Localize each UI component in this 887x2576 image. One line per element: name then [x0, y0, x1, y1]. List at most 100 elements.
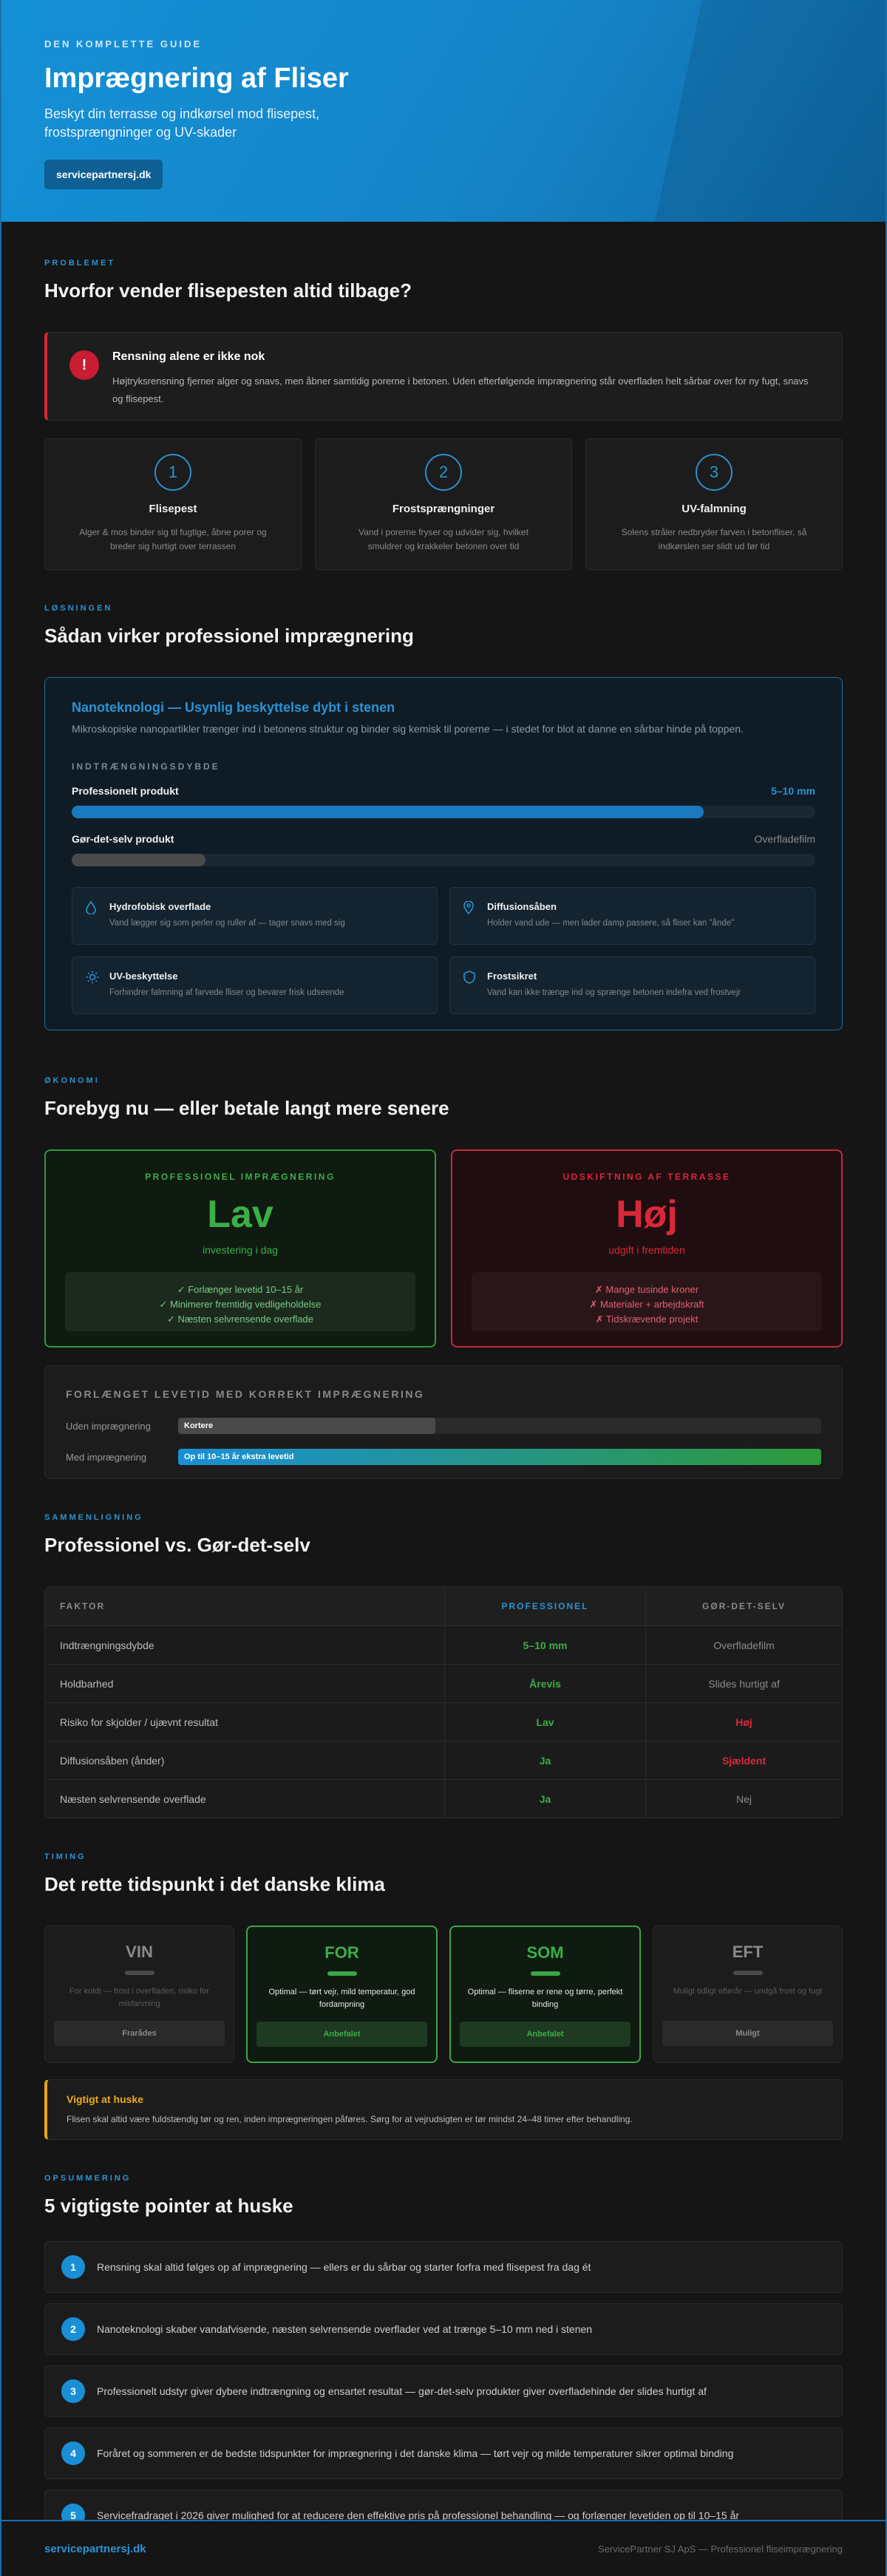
nanotech-title: Nanoteknologi — Usynlig beskyttelse dybt… — [72, 700, 395, 715]
feature-grid: Hydrofobisk overflade Vand lægger sig som… — [72, 887, 815, 1014]
nanotech-box: Nanoteknologi — Usynlig beskyttelse dybt… — [44, 677, 843, 1030]
cell-factor: Indtrængningsdybde — [45, 1626, 445, 1664]
header-professional: PROFESSIONEL — [445, 1587, 646, 1625]
table-row: Risiko for skjolder / ujævnt resultat La… — [45, 1702, 842, 1741]
season-indicator — [124, 1971, 154, 1975]
footer-copyright: ServicePartner SJ ApS — Professionel fli… — [598, 2543, 843, 2555]
card-desc: Vand i porerne fryser og udvider sig, hv… — [358, 527, 529, 551]
table-row: Indtrængningsdybde 5–10 mm Overfladefilm — [45, 1625, 842, 1664]
nanotech-subtitle: Mikroskopiske nanopartikler trænger ind … — [72, 723, 744, 735]
season-desc: Muligt tidligt efterår — undgå frost og … — [673, 1987, 823, 1996]
footer: servicepartnersj.dk ServicePartner SJ Ap… — [1, 2520, 886, 2576]
economy-section: ØKONOMI Forebyg nu — eller betale langt … — [1, 1076, 886, 1479]
feature-card: Diffusionsåben Holder vand ude — men lade… — [449, 887, 815, 945]
table-row: Næsten selvrensende overflade Ja Nej — [45, 1779, 842, 1818]
problem-card: 2 Frostsprængninger Vand i porerne fryse… — [315, 438, 572, 570]
number-badge: 1 — [154, 454, 191, 491]
summary-section: OPSUMMERING 5 vigtigste pointer at huske… — [1, 2174, 886, 2541]
card-desc: Solens stråler nedbryder farven i betonf… — [621, 527, 807, 551]
timing-eyebrow: TIMING — [44, 1852, 86, 1861]
lifetime-bar: Kortere — [178, 1418, 435, 1434]
cell-pro: 5–10 mm — [445, 1626, 646, 1664]
list-item: 2 Nanoteknologi skaber vandafvisende, næ… — [44, 2303, 843, 2355]
list-item: 3 Professionelt udstyr giver dybere indt… — [44, 2365, 843, 2417]
cell-factor: Holdbarhed — [45, 1665, 445, 1702]
point-text: Professionelt udstyr giver dybere indtræ… — [97, 2385, 707, 2397]
lifetime-title: FORLÆNGET LEVETID MED KORREKT IMPRÆGNERI… — [66, 1388, 425, 1400]
cell-factor: Risiko for skjolder / ujævnt resultat — [45, 1703, 445, 1741]
economy-title: Forebyg nu — eller betale langt mere sen… — [44, 1097, 449, 1119]
cell-diy: Nej — [735, 1792, 752, 1805]
tip-text: Flisen skal altid være fuldstændig tør o… — [67, 2114, 633, 2124]
lifetime-box: FORLÆNGET LEVETID MED KORREKT IMPRÆGNERI… — [44, 1365, 843, 1479]
cost-caption: udgift i fremtiden — [608, 1244, 685, 1256]
season-indicator — [733, 1971, 763, 1975]
cell-pro: Lav — [445, 1703, 646, 1741]
list-item: 1 Rensning skal altid følges op af impræ… — [44, 2241, 843, 2293]
feature-desc: Forhindrer falmning af farvede fliser og… — [109, 988, 344, 997]
cost-level: Høj — [616, 1193, 678, 1236]
feature-card: UV-beskyttelse Forhindrer falmning af far… — [72, 956, 438, 1014]
bar-track — [72, 806, 815, 818]
list-item: ✗ Materialer + arbejdskraft — [589, 1299, 704, 1310]
depth-bar-diy: Gør-det-selv produkt Overfladefilm — [72, 833, 815, 866]
season-tag: Anbefalet — [256, 2022, 427, 2047]
drop-icon — [86, 900, 99, 944]
comparison-table: FAKTOR PROFESSIONEL GØR-DET-SELV Indtræn… — [44, 1586, 843, 1818]
season-card-summer: SOM Optimal — fliserne er rene og tørre,… — [449, 1926, 641, 2063]
alert-text: Højtryksrensning fjerner alger og snavs,… — [112, 375, 809, 404]
list-item: ✓ Næsten selvrensende overflade — [166, 1314, 314, 1325]
cell-diy: Sjældent — [721, 1754, 767, 1767]
season-desc: Optimal — fliserne er rene og tørre, per… — [467, 1988, 623, 2009]
bar-track — [72, 854, 815, 866]
tip-box: Vigtigt at huske Flisen skal altid være … — [44, 2079, 843, 2140]
season-indicator — [530, 1971, 560, 1976]
point-text: Servicefradraget i 2026 giver mulighed f… — [97, 2509, 740, 2521]
depth-bar-pro: Professionelt produkt 5–10 mm — [72, 785, 815, 818]
cost-caption: investering i dag — [203, 1244, 278, 1256]
cell-pro: Årevis — [445, 1665, 646, 1702]
cell-diy: Høj — [735, 1716, 752, 1728]
feature-card: Hydrofobisk overflade Vand lægger sig som… — [72, 887, 438, 945]
cell-factor: Næsten selvrensende overflade — [45, 1780, 445, 1818]
cost-comparison: PROFESSIONEL IMPRÆGNERING Lav investerin… — [44, 1149, 843, 1348]
page-title: Imprægnering af Fliser — [44, 63, 349, 94]
cost-card-replacement: UDSKIFTNING AF TERRASSE Høj udgift i fre… — [451, 1149, 843, 1348]
problem-card: 1 Flisepest Alger & mos binder sig til f… — [44, 438, 302, 570]
solution-eyebrow: LØSNINGEN — [44, 604, 113, 613]
list-item: ✗ Mange tusinde kroner — [594, 1284, 699, 1295]
table-row: Diffusionsåben (ånder) Ja Sjældent — [45, 1741, 842, 1779]
cell-diy: Overfladefilm — [713, 1639, 775, 1651]
cell-diy: Slides hurtigt af — [708, 1677, 780, 1690]
problem-eyebrow: PROBLEMET — [44, 259, 116, 268]
list-item: 4 Foråret og sommeren er de bedste tidsp… — [44, 2427, 843, 2479]
compare-section: SAMMENLIGNING Professionel vs. Gør-det-s… — [1, 1513, 886, 1818]
point-text: Foråret og sommeren er de bedste tidspun… — [97, 2447, 734, 2459]
problem-section: PROBLEMET Hvorfor vender flisepesten alt… — [1, 259, 886, 570]
benefit-list: ✓ Forlænger levetid 10–15 år ✓ Minimerer… — [65, 1272, 415, 1331]
feature-title: Diffusionsåben — [487, 901, 557, 912]
lifetime-track: Kortere — [178, 1418, 821, 1434]
summary-title: 5 vigtigste pointer at huske — [44, 2195, 293, 2217]
solution-title: Sådan virker professionel imprægnering — [44, 625, 414, 647]
card-title: UV-falmning — [682, 503, 747, 515]
number-badge: 2 — [61, 2317, 85, 2341]
sun-icon — [86, 971, 99, 1013]
bar-value: Overfladefilm — [754, 833, 815, 845]
number-badge: 2 — [425, 454, 462, 491]
lifetime-label: Med imprægnering — [66, 1451, 147, 1463]
lifetime-row: Uden imprægnering Kortere — [66, 1418, 821, 1434]
website-button[interactable]: servicepartnersj.dk — [44, 160, 163, 189]
season-name: SOM — [526, 1943, 564, 1962]
feature-title: Frostsikret — [487, 971, 537, 982]
season-indicator — [327, 1971, 357, 1976]
table-row: Holdbarhed Årevis Slides hurtigt af — [45, 1664, 842, 1702]
hero: DEN KOMPLETTE GUIDE Imprægnering af Flis… — [1, 0, 886, 222]
number-badge: 3 — [61, 2379, 85, 2403]
season-cards: VIN For koldt — frost i overfladen, risi… — [44, 1926, 843, 2063]
cell-pro: Ja — [445, 1780, 646, 1818]
footer-brand-link[interactable]: servicepartnersj.dk — [44, 2542, 146, 2555]
card-desc: Alger & mos binder sig til fugtige, åbne… — [79, 527, 267, 551]
card-title: Flisepest — [149, 503, 197, 515]
